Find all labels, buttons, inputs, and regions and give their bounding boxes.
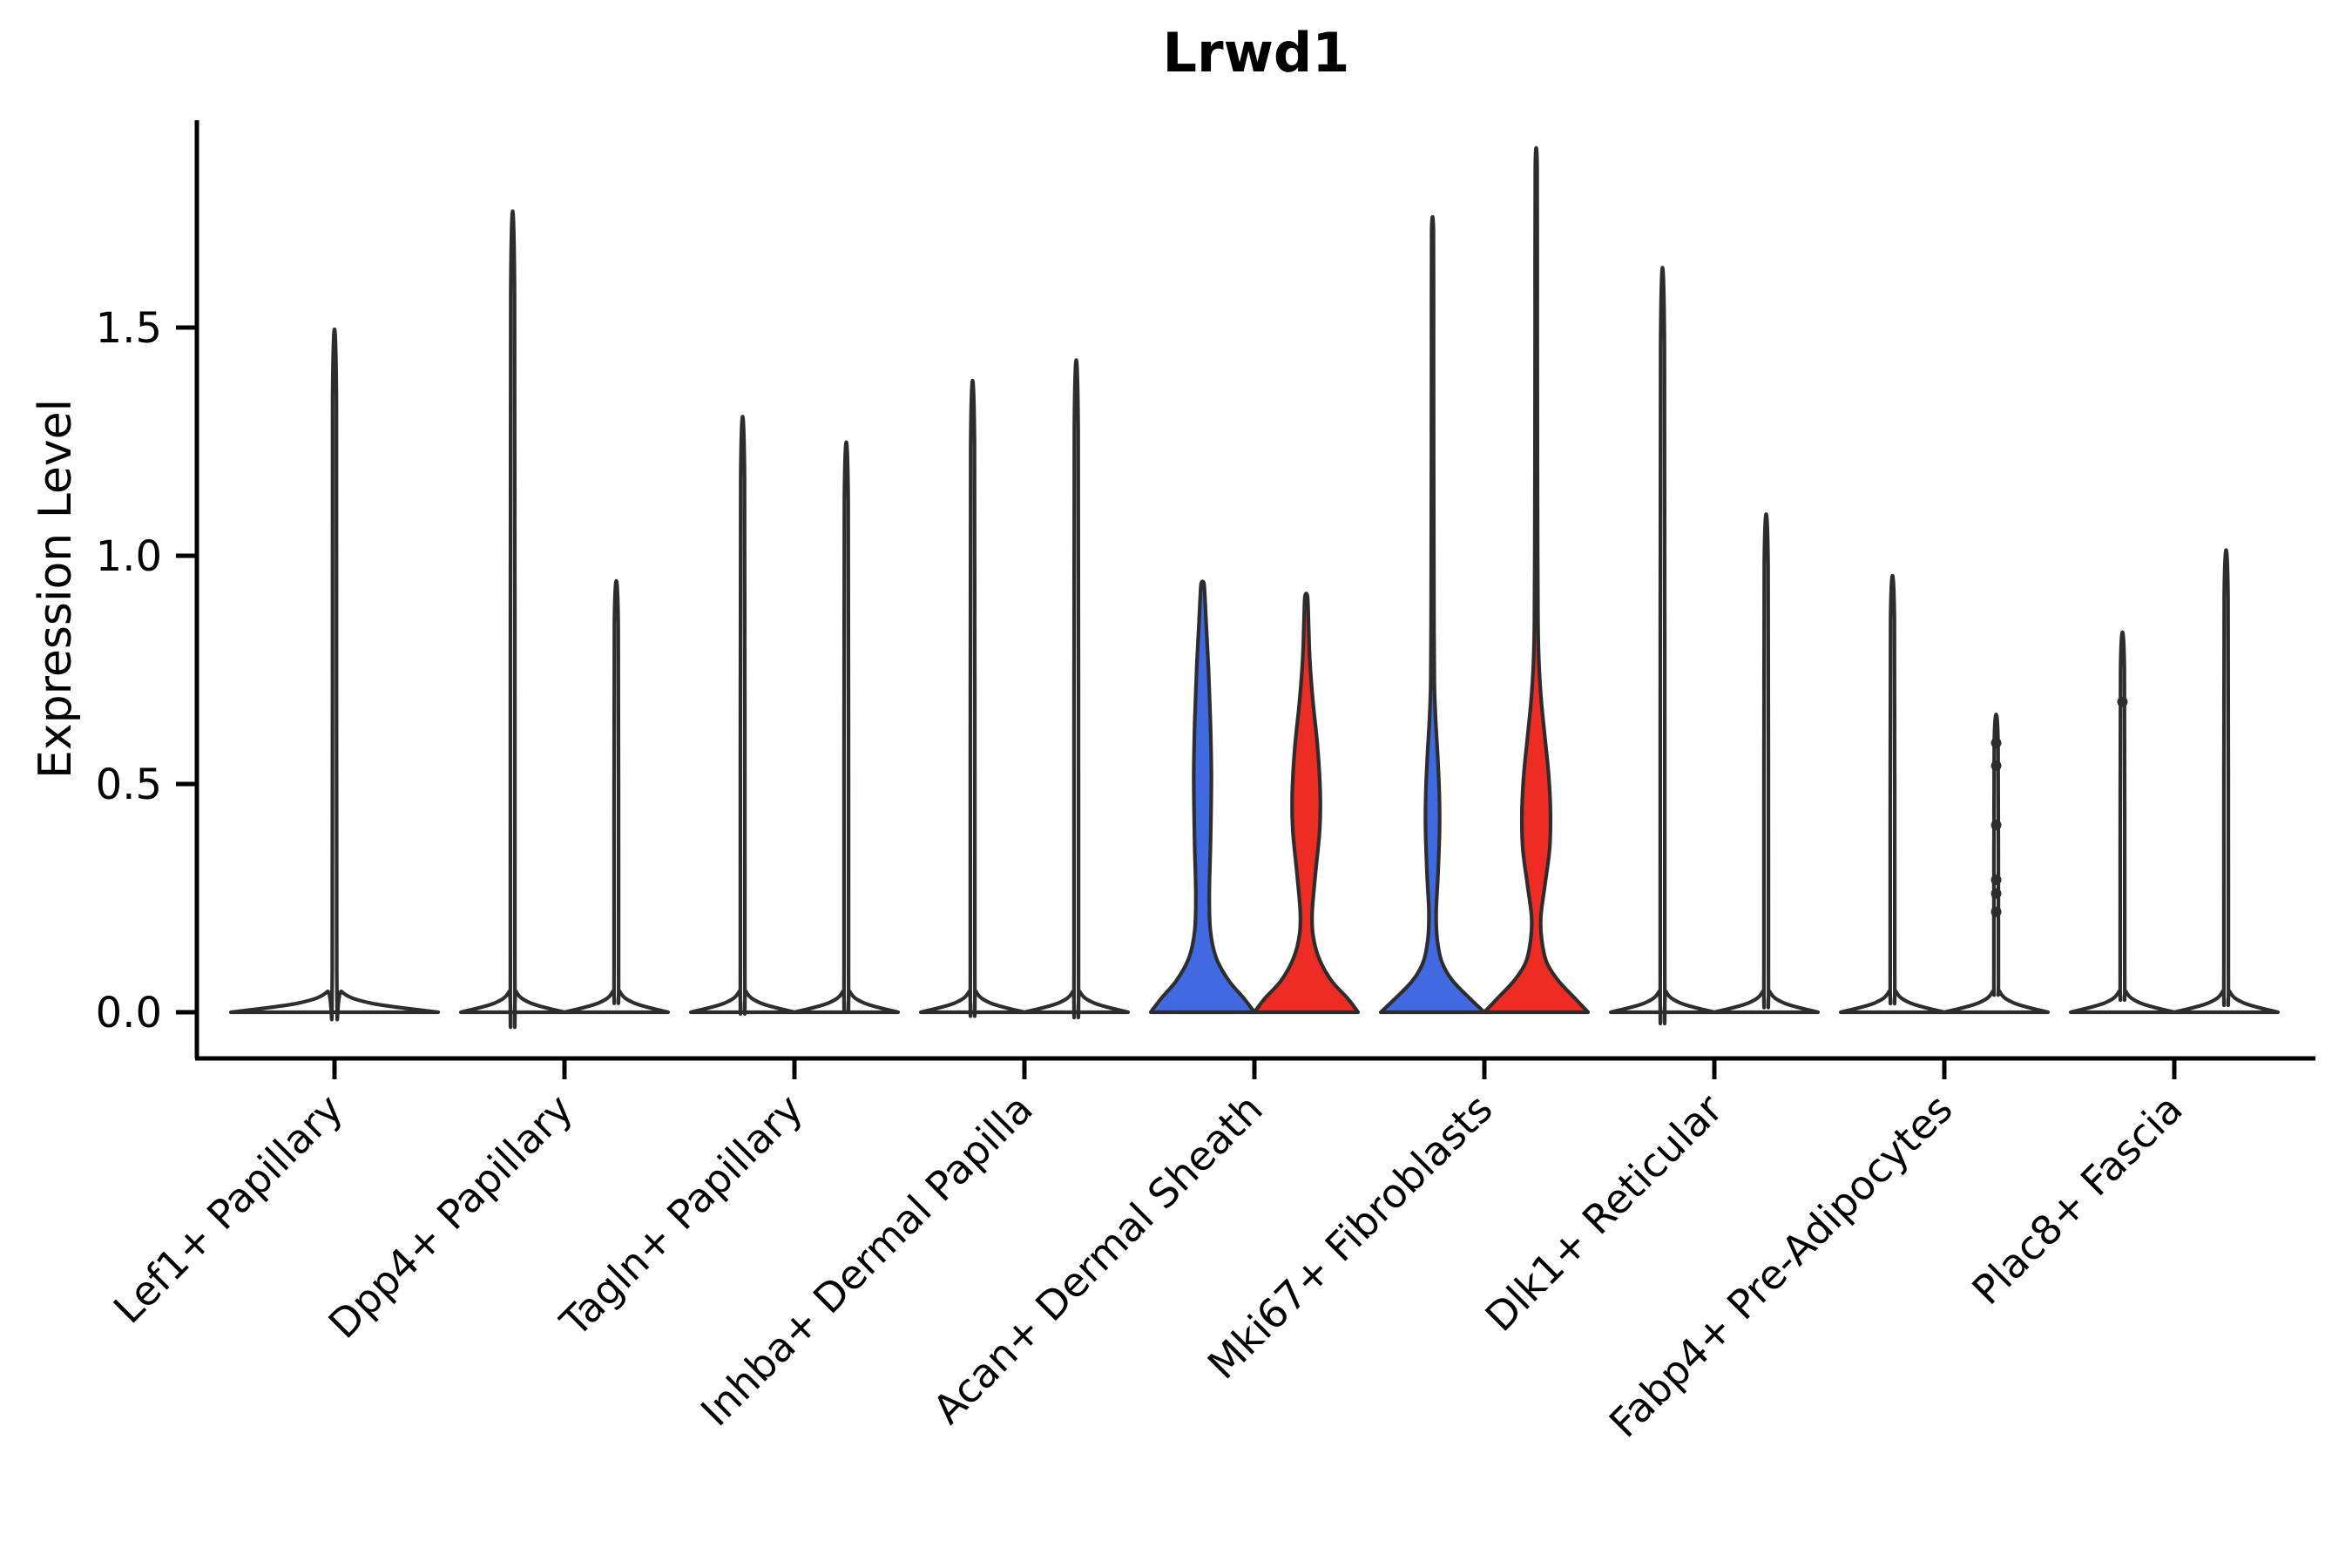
violin-mki67-fibroblasts-right [1482, 145, 1591, 1015]
data-point [1990, 737, 2002, 748]
violin-dlk1-reticular-left [1608, 266, 1717, 1026]
data-point [2117, 696, 2128, 707]
violin-inhba-dermal-papilla-left [918, 379, 1027, 1018]
violin-plac8-fascia-right [2172, 548, 2281, 1015]
x-tick-label: Dpp4+ Papillary [320, 1085, 582, 1348]
y-tick-label: 0.0 [96, 989, 162, 1037]
violin-dpp4-papillary-right [562, 578, 671, 1015]
violin-dlk1-reticular-right [1712, 512, 1821, 1015]
data-point [1990, 875, 2002, 886]
violin-inhba-dermal-papilla-right [1022, 358, 1131, 1020]
violin-mki67-fibroblasts-left [1378, 214, 1487, 1015]
x-tick-label: Plac8+ Fascia [1963, 1085, 2191, 1314]
data-point [1990, 888, 2002, 899]
violin-fabp4-pre-adipocytes-left [1838, 573, 1947, 1015]
violin-tagln-papillary-left [688, 415, 797, 1016]
data-point [1990, 820, 2002, 831]
data-point [1990, 760, 2002, 772]
violin-acan-dermal-sheath-right [1252, 591, 1361, 1015]
y-tick-label: 0.5 [96, 760, 162, 809]
violin-plac8-fascia-left [2068, 631, 2177, 1015]
violin-lef1-papillary-single [228, 328, 441, 1022]
y-tick-label: 1.0 [96, 532, 162, 581]
y-tick-label: 1.5 [96, 304, 162, 353]
violin-acan-dermal-sheath-left [1148, 579, 1257, 1015]
x-tick-label: Lef1+ Papillary [105, 1085, 352, 1333]
x-tick-label: Tagln+ Papillary [551, 1085, 812, 1347]
data-point [1990, 906, 2002, 917]
x-tick-label: Dlk1+ Reticular [1477, 1085, 1732, 1341]
violin-tagln-papillary-right [792, 440, 901, 1015]
chart-title: Lrwd1 [1162, 21, 1350, 84]
violin-dpp4-papillary-left [458, 209, 567, 1030]
violin-fabp4-pre-adipocytes-right [1942, 712, 2051, 1015]
